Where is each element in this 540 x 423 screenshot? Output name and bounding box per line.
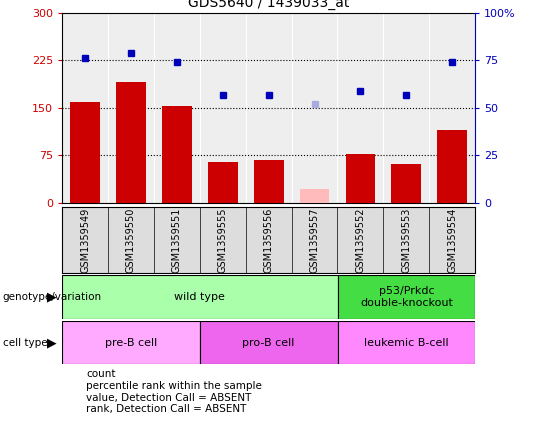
Bar (392, 164, 421, 203)
Bar (300, 189, 329, 203)
Bar (62, 275, 338, 319)
Bar (437, 130, 467, 203)
Text: ▶: ▶ (47, 336, 57, 349)
Text: count: count (86, 369, 116, 379)
Text: GSM1359550: GSM1359550 (126, 207, 136, 273)
Text: ▶: ▶ (47, 291, 57, 304)
Bar (116, 82, 146, 203)
Text: GSM1359554: GSM1359554 (447, 207, 457, 273)
Title: GDS5640 / 1439033_at: GDS5640 / 1439033_at (188, 0, 349, 10)
Text: percentile rank within the sample: percentile rank within the sample (86, 381, 262, 391)
Text: GSM1359552: GSM1359552 (355, 207, 366, 273)
Text: GSM1359549: GSM1359549 (80, 207, 90, 273)
Text: GSM1359553: GSM1359553 (401, 207, 411, 273)
Bar (338, 275, 475, 319)
Text: p53/Prkdc
double-knockout: p53/Prkdc double-knockout (360, 286, 453, 308)
Text: value, Detection Call = ABSENT: value, Detection Call = ABSENT (86, 393, 252, 403)
Text: rank, Detection Call = ABSENT: rank, Detection Call = ABSENT (86, 404, 247, 415)
Text: pre-B cell: pre-B cell (105, 338, 157, 348)
Text: wild type: wild type (174, 292, 225, 302)
Bar (62, 321, 200, 364)
Bar (346, 154, 375, 203)
Text: cell type: cell type (3, 338, 48, 348)
Text: GSM1359556: GSM1359556 (264, 207, 274, 273)
Text: GSM1359557: GSM1359557 (309, 207, 320, 273)
Bar (162, 106, 192, 203)
Bar (338, 321, 475, 364)
Text: GSM1359555: GSM1359555 (218, 207, 228, 273)
Bar (200, 321, 338, 364)
Text: pro-B cell: pro-B cell (242, 338, 295, 348)
Bar (208, 162, 238, 203)
Text: genotype/variation: genotype/variation (3, 292, 102, 302)
Text: leukemic B-cell: leukemic B-cell (364, 338, 449, 348)
Bar (70, 102, 100, 203)
Bar (254, 160, 284, 203)
Text: GSM1359551: GSM1359551 (172, 207, 182, 273)
